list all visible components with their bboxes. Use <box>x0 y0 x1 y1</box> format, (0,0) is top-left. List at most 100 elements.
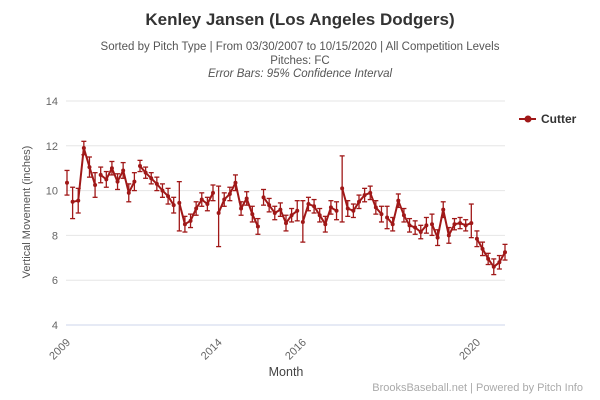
data-point[interactable] <box>121 168 126 173</box>
data-point[interactable] <box>289 213 294 218</box>
subtitle-pitches: Pitches: FC <box>270 55 330 67</box>
data-point[interactable] <box>267 203 272 208</box>
data-point[interactable] <box>126 190 131 195</box>
data-point[interactable] <box>435 235 440 240</box>
data-point[interactable] <box>216 211 221 215</box>
data-point[interactable] <box>373 205 378 210</box>
data-point[interactable] <box>497 260 502 265</box>
x-tick-label: 2016 <box>283 337 309 363</box>
y-tick-label: 4 <box>52 320 58 332</box>
y-tick-label: 10 <box>46 186 58 198</box>
data-point[interactable] <box>149 176 154 181</box>
y-tick-label: 14 <box>46 96 58 108</box>
data-point[interactable] <box>418 230 423 235</box>
data-point[interactable] <box>166 194 171 199</box>
data-point[interactable] <box>351 208 356 213</box>
data-point[interactable] <box>486 256 491 261</box>
data-point[interactable] <box>328 205 333 210</box>
data-point[interactable] <box>104 177 109 182</box>
y-tick-label: 12 <box>46 141 58 153</box>
data-point[interactable] <box>300 219 305 224</box>
data-point[interactable] <box>65 180 69 185</box>
legend-item-cutter[interactable]: Cutter <box>519 112 576 126</box>
data-point[interactable] <box>379 212 384 217</box>
data-point[interactable] <box>317 213 322 218</box>
data-point[interactable] <box>345 206 350 211</box>
data-point[interactable] <box>441 207 446 212</box>
data-point[interactable] <box>211 190 215 195</box>
data-point[interactable] <box>385 215 390 220</box>
subtitle-sort-range: Sorted by Pitch Type | From 03/30/2007 t… <box>100 41 500 53</box>
data-point[interactable] <box>227 191 232 196</box>
data-point[interactable] <box>334 208 339 213</box>
data-point[interactable] <box>171 203 176 208</box>
data-point[interactable] <box>413 225 418 230</box>
data-point[interactable] <box>143 170 148 175</box>
data-point[interactable] <box>278 207 283 212</box>
data-point[interactable] <box>474 236 479 241</box>
data-point[interactable] <box>407 223 412 228</box>
data-point[interactable] <box>199 197 204 202</box>
data-point[interactable] <box>430 222 434 227</box>
x-tick-label: 2009 <box>47 337 73 363</box>
page-title: Kenley Jansen (Los Angeles Dodgers) <box>145 10 455 29</box>
data-point[interactable] <box>93 183 98 187</box>
data-point[interactable] <box>480 246 485 251</box>
data-point[interactable] <box>396 198 401 203</box>
data-point[interactable] <box>255 224 260 229</box>
data-point[interactable] <box>177 200 182 205</box>
footer-credit: BrooksBaseball.net | Powered by Pitch In… <box>372 382 583 394</box>
data-point[interactable] <box>323 222 328 227</box>
data-point[interactable] <box>194 206 199 211</box>
data-point[interactable] <box>284 221 288 226</box>
data-point[interactable] <box>503 250 507 255</box>
data-point[interactable] <box>87 165 92 170</box>
data-point[interactable] <box>188 218 193 223</box>
data-point[interactable] <box>424 223 429 228</box>
x-tick-label: 2014 <box>199 337 225 363</box>
data-point[interactable] <box>463 223 468 228</box>
data-point[interactable] <box>272 211 277 215</box>
y-tick-label: 6 <box>52 275 58 287</box>
data-point[interactable] <box>160 188 165 193</box>
data-point[interactable] <box>182 222 187 227</box>
data-point[interactable] <box>154 181 159 186</box>
data-point[interactable] <box>295 208 300 213</box>
data-point[interactable] <box>205 202 210 207</box>
data-point[interactable] <box>458 221 463 226</box>
data-point[interactable] <box>138 163 142 168</box>
data-point[interactable] <box>115 179 120 184</box>
data-point[interactable] <box>81 146 86 151</box>
data-point[interactable] <box>340 186 345 191</box>
data-point[interactable] <box>446 233 451 238</box>
data-point[interactable] <box>261 195 266 200</box>
data-point[interactable] <box>362 193 367 198</box>
data-point[interactable] <box>469 221 474 226</box>
y-axis-title: Vertical Movement (inches) <box>21 145 33 279</box>
data-point[interactable] <box>368 190 373 195</box>
data-point[interactable] <box>76 198 81 203</box>
data-point[interactable] <box>222 197 227 202</box>
data-point[interactable] <box>401 213 406 218</box>
data-point[interactable] <box>357 199 361 204</box>
data-point[interactable] <box>390 222 395 227</box>
data-point[interactable] <box>312 204 317 209</box>
data-point[interactable] <box>250 212 255 217</box>
y-tick-label: 8 <box>52 230 58 242</box>
subtitle-error-bars: Error Bars: 95% Confidence Interval <box>207 68 393 80</box>
x-tick-label: 2020 <box>457 337 483 363</box>
data-point[interactable] <box>491 264 496 269</box>
data-point[interactable] <box>233 180 238 185</box>
data-point[interactable] <box>70 199 75 204</box>
data-point[interactable] <box>244 196 249 201</box>
data-point[interactable] <box>109 166 114 171</box>
x-axis-title: Month <box>268 365 304 379</box>
data-point[interactable] <box>239 206 244 211</box>
data-point[interactable] <box>306 202 311 207</box>
data-point[interactable] <box>98 172 103 177</box>
data-point[interactable] <box>132 179 137 184</box>
data-point[interactable] <box>452 222 457 227</box>
legend-series-marker-icon <box>519 115 536 123</box>
